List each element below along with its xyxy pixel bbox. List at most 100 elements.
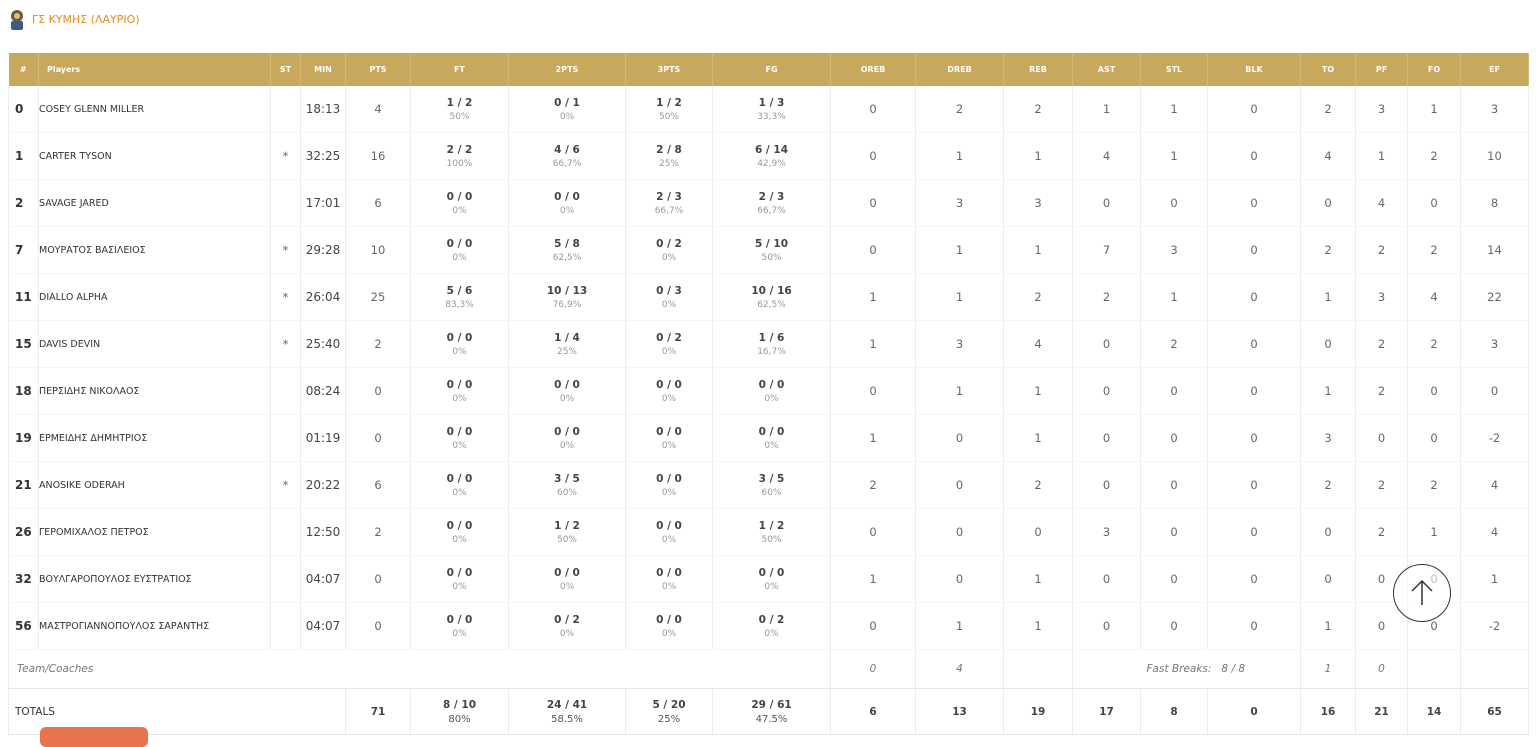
- cell: 1: [1003, 226, 1073, 274]
- percentage: 50%: [449, 111, 470, 122]
- percentage: 0%: [661, 534, 677, 545]
- percentage: 66,7%: [552, 158, 582, 169]
- column-header: PTS: [345, 53, 411, 86]
- cell: 29 / 61 47.5%: [712, 688, 831, 735]
- cell: 0 / 0 0%: [712, 414, 831, 462]
- shots-made: 0 / 0: [554, 425, 580, 438]
- action-button[interactable]: [40, 727, 148, 747]
- shots-made: 0 / 0: [446, 472, 473, 485]
- shots-made: 0 / 2: [554, 613, 580, 626]
- percentage: 0%: [764, 393, 779, 404]
- fast-breaks: Fast Breaks: 8 / 8: [1072, 649, 1301, 689]
- cell: 0: [1407, 179, 1461, 227]
- cell: 1: [1300, 273, 1356, 321]
- cell: 0: [830, 86, 916, 133]
- cell: 0 / 0 0%: [625, 367, 713, 415]
- cell: 1 / 3 33,3%: [712, 86, 831, 133]
- cell: 0: [1072, 367, 1141, 415]
- cell: 0 / 0 0%: [410, 414, 509, 462]
- cell: 0: [1140, 179, 1208, 227]
- cell: 1: [915, 367, 1004, 415]
- cell: 4: [345, 86, 411, 133]
- percentage: 0%: [452, 346, 467, 357]
- team-logo: [11, 10, 23, 30]
- shots-made: 0 / 0: [446, 378, 473, 391]
- percentage: 50%: [761, 252, 782, 263]
- cell: 8: [1140, 688, 1208, 735]
- cell: 3: [1140, 226, 1208, 274]
- cell: 6: [345, 179, 411, 227]
- player-row: 26 ΓΕΡΟΜΙΧΑΛΟΣ ΠΕΤΡΟΣ 12:50 2 0 / 0 0% 1 / 2 50…: [8, 508, 1529, 556]
- scroll-top-button[interactable]: [1393, 564, 1451, 622]
- cell: 0: [345, 555, 411, 603]
- cell: 0 / 0 0%: [410, 461, 509, 509]
- shots-made: 2 / 2: [446, 143, 473, 156]
- shots-made: 8 / 10: [442, 698, 477, 711]
- cell: 0 / 0 0%: [625, 508, 713, 556]
- shots-made: 0 / 0: [656, 519, 682, 532]
- cell: 16: [345, 132, 411, 180]
- cell: 1: [1460, 555, 1529, 603]
- cell: 0: [1207, 273, 1301, 321]
- cell: 19: [1003, 688, 1073, 735]
- column-header: BLK: [1207, 53, 1301, 86]
- cell: 0: [915, 461, 1004, 509]
- cell: 0 / 0 0%: [410, 602, 509, 650]
- cell: [270, 555, 301, 603]
- cell: CARTER TYSON: [38, 132, 271, 180]
- cell: 71: [345, 688, 411, 735]
- cell: 2: [1300, 461, 1356, 509]
- cell: 0 / 0 0%: [410, 320, 509, 368]
- cell: 0: [915, 414, 1004, 462]
- cell: 25:40: [300, 320, 346, 368]
- cell: 10: [345, 226, 411, 274]
- cell: 3: [915, 320, 1004, 368]
- cell: 10 / 13 76,9%: [508, 273, 626, 321]
- cell: 0: [1460, 367, 1529, 415]
- percentage: 0%: [661, 581, 677, 592]
- cell: 12:50: [300, 508, 346, 556]
- cell: 0 / 0 0%: [410, 179, 509, 227]
- percentage: 25%: [658, 158, 679, 169]
- cell: 2 / 3 66,7%: [625, 179, 713, 227]
- percentage: 66,7%: [654, 205, 684, 216]
- cell: ΒΟΥΛΓΑΡΟΠΟΥΛΟΣ ΕΥΣΤΡΑΤΙΟΣ: [38, 555, 271, 603]
- cell: 3: [1460, 320, 1529, 368]
- cell: 4: [1003, 320, 1073, 368]
- shots-made: 2 / 3: [758, 190, 785, 203]
- column-header: FT: [410, 53, 509, 86]
- player-row: 0 COSEY GLENN MILLER 18:13 4 1 / 2 50% 0 / 1 0%…: [8, 86, 1529, 133]
- percentage: 62,5%: [757, 299, 786, 310]
- cell: 0: [1072, 414, 1141, 462]
- cell: 0: [1207, 132, 1301, 180]
- cell: 1: [1140, 132, 1208, 180]
- cell: 1: [915, 226, 1004, 274]
- cell: 2: [1140, 320, 1208, 368]
- shots-made: 1 / 3: [758, 96, 785, 109]
- cell: 2: [345, 508, 411, 556]
- cell: 6: [345, 461, 411, 509]
- cell: 0: [1072, 320, 1141, 368]
- player-row: 56 ΜΑΣΤΡΟΓΙΑΝΝΟΠΟΥΛΟΣ ΣΑΡΑΝΤΗΣ 04:07 0 0 / 0…: [8, 602, 1529, 650]
- shots-made: 1 / 4: [554, 331, 580, 344]
- cell: 0: [1140, 461, 1208, 509]
- cell: 2 / 2 100%: [410, 132, 509, 180]
- cell: 0: [1300, 179, 1356, 227]
- cell: 4: [1300, 132, 1356, 180]
- column-header: EF: [1460, 53, 1529, 86]
- cell: 0: [345, 602, 411, 650]
- team-to: 1: [1300, 649, 1356, 689]
- cell: 0 / 0 0%: [508, 414, 626, 462]
- cell: 2: [1355, 461, 1408, 509]
- percentage: 0%: [661, 487, 677, 498]
- shots-made: 0 / 0: [446, 519, 473, 532]
- cell: 0: [8, 86, 39, 133]
- cell: 2: [1300, 86, 1356, 133]
- cell: 19: [8, 414, 39, 462]
- percentage: 83,3%: [445, 299, 474, 310]
- cell: 8 / 10 80%: [410, 688, 509, 735]
- percentage: 0%: [661, 252, 677, 263]
- shots-made: 0 / 0: [446, 190, 473, 203]
- cell: 0: [1207, 602, 1301, 650]
- cell: SAVAGE JARED: [38, 179, 271, 227]
